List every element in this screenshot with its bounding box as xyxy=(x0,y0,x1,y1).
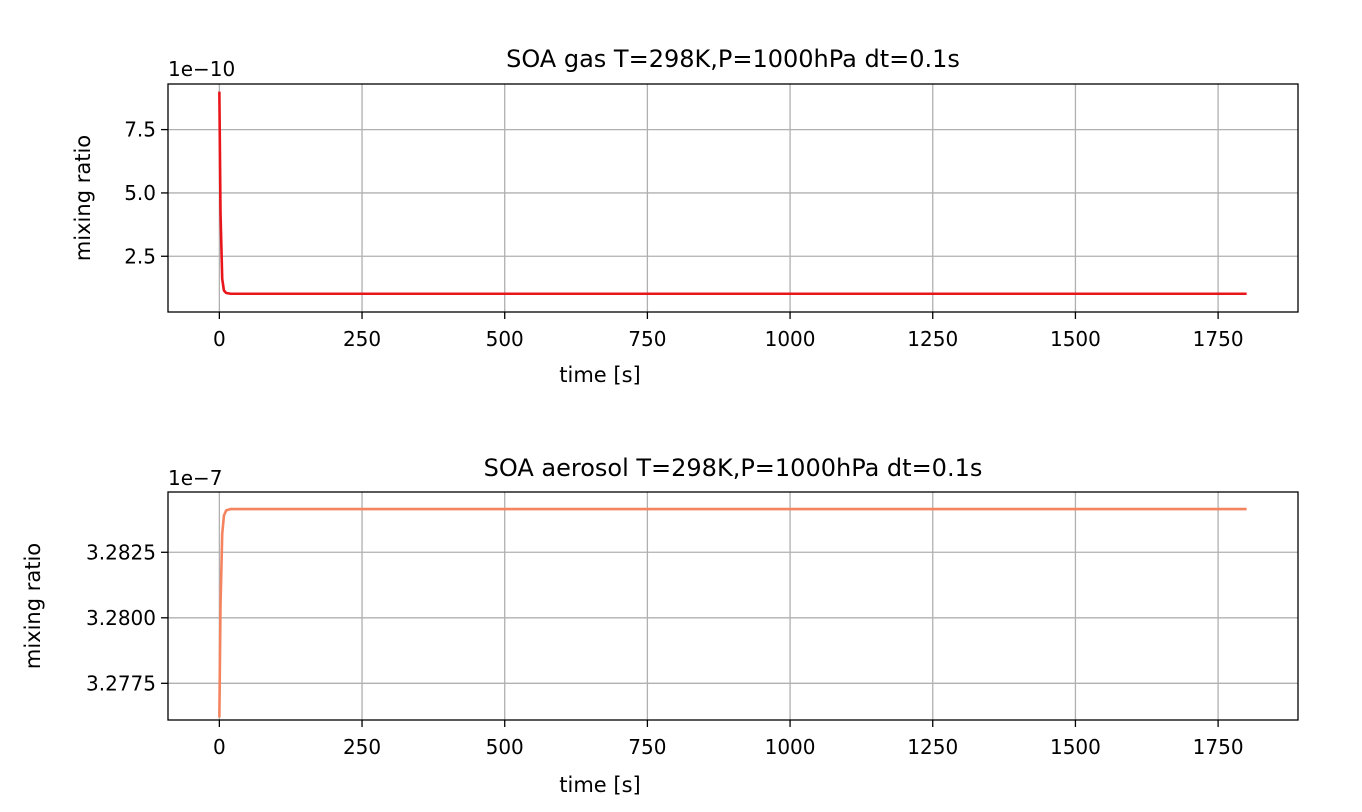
x-tick-label: 250 xyxy=(343,327,381,351)
x-tick-label: 1500 xyxy=(1050,735,1101,759)
x-tick-label: 500 xyxy=(486,735,524,759)
x-tick-label: 1500 xyxy=(1050,327,1101,351)
x-tick-label: 0 xyxy=(213,327,226,351)
x-tick-label: 1000 xyxy=(765,735,816,759)
y-offset-label: 1e−10 xyxy=(168,57,235,81)
axes-frame xyxy=(167,491,1299,721)
subplot-2: 0 250 500 750 1000 1250 1500 1750 3.2775 3.2800 3.… xyxy=(21,454,1299,797)
y-tick-label: 2.5 xyxy=(124,244,156,268)
y-tick-label: 3.2800 xyxy=(86,606,156,630)
subplot-1: 0 250 500 750 1000 1250 1500 1750 2.5 5.0 7.5 SOA g… xyxy=(71,45,1299,387)
x-tick-label: 750 xyxy=(628,735,666,759)
x-tick-label: 750 xyxy=(628,327,666,351)
y-axis-label: mixing ratio xyxy=(71,135,95,261)
y-tick-label: 3.2775 xyxy=(86,671,156,695)
x-tick-label: 1250 xyxy=(907,327,958,351)
y-tick-label: 7.5 xyxy=(124,118,156,142)
y-tick-label: 5.0 xyxy=(124,181,156,205)
x-tick-label: 1750 xyxy=(1193,735,1244,759)
chart-title: SOA aerosol T=298K,P=1000hPa dt=0.1s xyxy=(484,454,983,482)
y-axis-label: mixing ratio xyxy=(21,543,45,669)
series-line-1 xyxy=(218,507,1247,718)
axes-frame xyxy=(167,83,1299,313)
x-axis-label: time [s] xyxy=(559,363,640,387)
x-tick-label: 0 xyxy=(213,735,226,759)
y-tick-label: 3.2825 xyxy=(86,540,156,564)
chart-title: SOA gas T=298K,P=1000hPa dt=0.1s xyxy=(506,45,960,73)
y-offset-label: 1e−7 xyxy=(168,466,223,490)
x-axis-label: time [s] xyxy=(559,773,640,797)
x-tick-label: 500 xyxy=(486,327,524,351)
series-line-1 xyxy=(218,91,1247,296)
x-tick-label: 250 xyxy=(343,735,381,759)
x-tick-label: 1000 xyxy=(765,327,816,351)
x-tick-label: 1250 xyxy=(907,735,958,759)
x-tick-label: 1750 xyxy=(1193,327,1244,351)
